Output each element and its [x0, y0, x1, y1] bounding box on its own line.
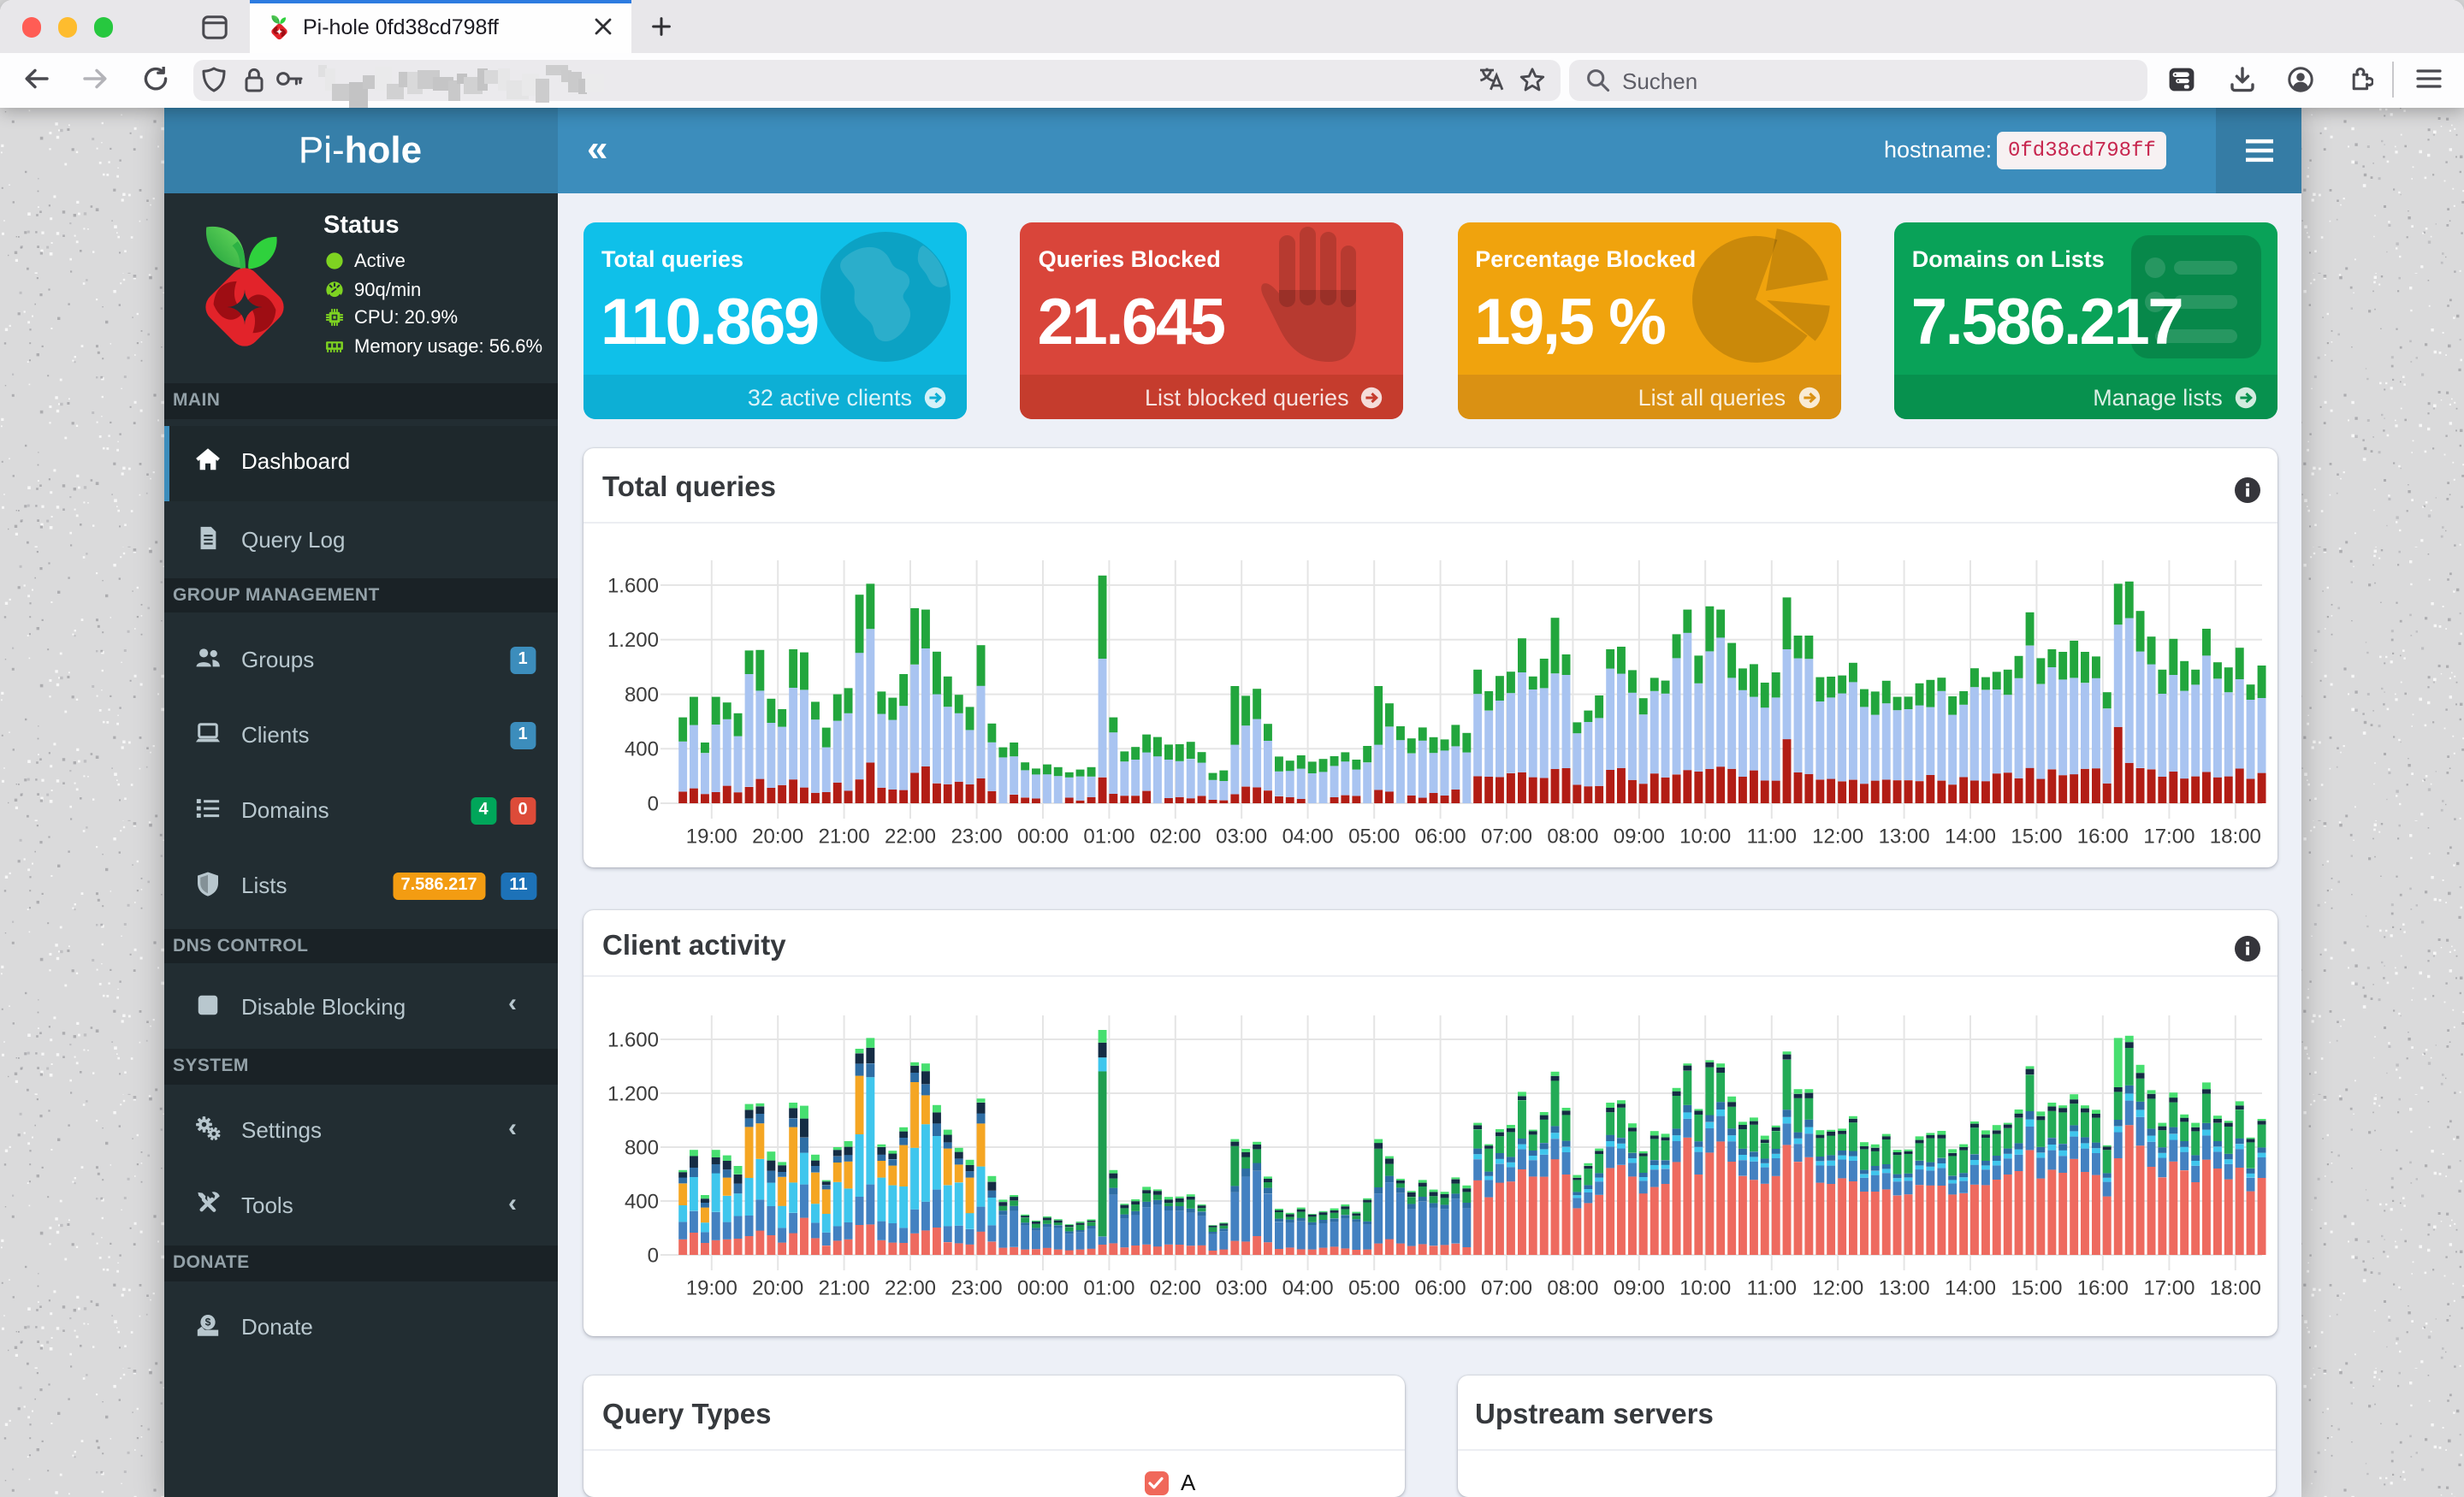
svg-text:11:00: 11:00: [1747, 1277, 1797, 1300]
svg-text:12:00: 12:00: [1812, 825, 1863, 849]
svg-text:19:00: 19:00: [686, 1277, 737, 1300]
svg-text:04:00: 04:00: [1282, 1277, 1334, 1300]
svg-text:21:00: 21:00: [819, 825, 870, 849]
svg-text:02:00: 02:00: [1150, 1277, 1201, 1300]
svg-text:13:00: 13:00: [1879, 825, 1930, 849]
svg-text:08:00: 08:00: [1547, 825, 1598, 849]
svg-text:03:00: 03:00: [1216, 1277, 1267, 1300]
svg-text:05:00: 05:00: [1348, 825, 1400, 849]
svg-text:00:00: 00:00: [1017, 1277, 1069, 1300]
svg-text:1.200: 1.200: [607, 629, 659, 652]
svg-text:13:00: 13:00: [1879, 1277, 1930, 1300]
svg-text:23:00: 23:00: [951, 1277, 1003, 1300]
svg-text:10:00: 10:00: [1679, 825, 1731, 849]
svg-text:20:00: 20:00: [752, 825, 803, 849]
svg-text:0: 0: [648, 792, 659, 815]
svg-text:10:00: 10:00: [1679, 1277, 1731, 1300]
svg-text:17:00: 17:00: [2143, 1277, 2194, 1300]
svg-text:08:00: 08:00: [1547, 1277, 1598, 1300]
svg-text:02:00: 02:00: [1150, 825, 1201, 849]
svg-text:03:00: 03:00: [1216, 825, 1267, 849]
svg-text:11:00: 11:00: [1747, 825, 1797, 849]
svg-text:400: 400: [625, 1190, 659, 1213]
svg-text:09:00: 09:00: [1614, 1277, 1665, 1300]
svg-text:17:00: 17:00: [2143, 825, 2194, 849]
svg-text:800: 800: [625, 683, 659, 707]
svg-text:18:00: 18:00: [2210, 1277, 2261, 1300]
svg-text:01:00: 01:00: [1083, 1277, 1134, 1300]
svg-text:400: 400: [625, 738, 659, 761]
svg-text:06:00: 06:00: [1415, 825, 1466, 849]
svg-text:05:00: 05:00: [1348, 1277, 1400, 1300]
svg-text:01:00: 01:00: [1083, 825, 1134, 849]
svg-text:18:00: 18:00: [2210, 825, 2261, 849]
svg-text:19:00: 19:00: [686, 825, 737, 849]
svg-text:04:00: 04:00: [1282, 825, 1334, 849]
svg-text:16:00: 16:00: [2077, 825, 2129, 849]
svg-text:1.200: 1.200: [607, 1082, 659, 1105]
svg-text:0: 0: [648, 1244, 659, 1267]
svg-text:16:00: 16:00: [2077, 1277, 2129, 1300]
svg-text:1.600: 1.600: [607, 1028, 659, 1051]
svg-text:14:00: 14:00: [1945, 1277, 1996, 1300]
svg-text:22:00: 22:00: [885, 825, 936, 849]
svg-text:800: 800: [625, 1136, 659, 1159]
svg-text:20:00: 20:00: [752, 1277, 803, 1300]
svg-text:21:00: 21:00: [819, 1277, 870, 1300]
svg-text:15:00: 15:00: [2011, 825, 2062, 849]
svg-text:14:00: 14:00: [1945, 825, 1996, 849]
svg-text:07:00: 07:00: [1481, 1277, 1532, 1300]
svg-text:12:00: 12:00: [1812, 1277, 1863, 1300]
svg-text:23:00: 23:00: [951, 825, 1003, 849]
svg-text:09:00: 09:00: [1614, 825, 1665, 849]
svg-text:06:00: 06:00: [1415, 1277, 1466, 1300]
svg-text:1.600: 1.600: [607, 574, 659, 597]
svg-text:15:00: 15:00: [2011, 1277, 2062, 1300]
svg-text:00:00: 00:00: [1017, 825, 1069, 849]
svg-text:07:00: 07:00: [1481, 825, 1532, 849]
svg-text:22:00: 22:00: [885, 1277, 936, 1300]
svg-text:$: $: [205, 1316, 211, 1328]
